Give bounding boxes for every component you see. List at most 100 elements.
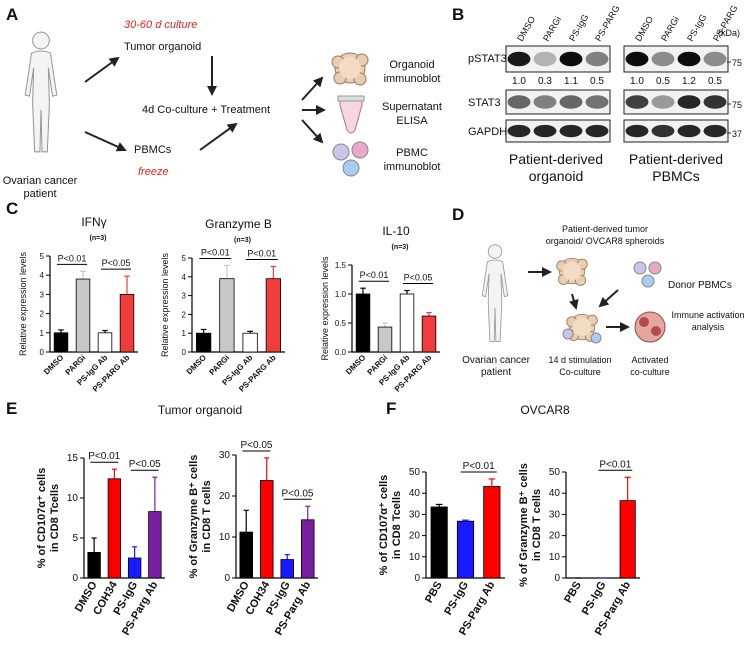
chart-title: IL-10 (382, 224, 410, 238)
label: 30-60 d culture (124, 19, 197, 31)
label: PBMCs (134, 144, 172, 156)
p-value: P<0.01 (247, 248, 276, 258)
blot-band (559, 124, 583, 138)
bar (259, 480, 274, 579)
cell-icon (648, 261, 662, 275)
y-tick-label: 5 (72, 533, 78, 544)
label: Tumor organoid (124, 41, 201, 53)
caption: PBMCs (652, 168, 699, 184)
y-tick-label: 3 (40, 290, 45, 299)
label: patient (481, 367, 511, 378)
patient-icon (481, 244, 509, 343)
bar (619, 500, 636, 579)
tube-icon (339, 99, 363, 134)
y-tick-label: 0.5 (335, 319, 347, 328)
p-value: P<0.05 (129, 459, 161, 470)
panel-letter: A (6, 5, 18, 24)
bar (355, 293, 371, 353)
label: Supernatant (382, 101, 442, 113)
patient-icon (24, 31, 58, 153)
x-tick-label: PBS (423, 580, 445, 606)
arrow (301, 119, 324, 144)
lane-label: PS-IgG (567, 12, 590, 43)
arrow (84, 56, 120, 83)
quant-label: 0.5 (656, 76, 670, 87)
quant-label: 1.2 (682, 76, 696, 87)
label: Patient-derived tumor (562, 224, 648, 234)
lane-label: DMSO (515, 15, 537, 43)
y-tick-label: 30 (549, 509, 561, 520)
lane-label: PS-PARG (593, 3, 622, 43)
lane-label: DMSO (633, 15, 655, 43)
row-label: STAT3 (468, 97, 501, 109)
bar (87, 552, 101, 579)
y-tick-label: 50 (549, 467, 561, 478)
blot-band (585, 124, 609, 138)
label: organoid/ OVCAR8 spheroids (546, 236, 665, 246)
bar (483, 486, 501, 579)
bar (75, 278, 91, 353)
x-tick-label: PBS (562, 580, 584, 606)
y-axis-label: in CD8 Tcells (391, 491, 403, 559)
bar (196, 332, 212, 353)
blot-band (651, 51, 675, 67)
y-axis-label: % of Granzyme B⁺ cells (518, 463, 530, 587)
p-value: P<0.01 (88, 451, 120, 462)
arrow (301, 76, 324, 101)
blot-band (533, 51, 557, 67)
row-label: GAPDH (468, 126, 507, 138)
blot-band (507, 95, 531, 109)
bar (107, 478, 122, 579)
y-tick-label: 30 (409, 509, 421, 520)
y-tick-label: 0 (182, 348, 187, 357)
label: Donor PBMCs (668, 280, 732, 291)
blot-band (677, 124, 701, 138)
cell-icon (351, 141, 369, 159)
bar (119, 293, 135, 353)
y-tick-label: 10 (409, 552, 421, 563)
blot-band (625, 124, 649, 138)
y-tick-label: 10 (67, 493, 79, 504)
arrow (598, 289, 619, 308)
panel-letter: E (6, 399, 17, 418)
label: PBMC (396, 147, 428, 159)
cell-icon (590, 332, 602, 344)
y-tick-label: 0 (40, 348, 45, 357)
blot-band (677, 95, 701, 109)
arrow (568, 293, 579, 310)
quant-label: 0.3 (538, 76, 552, 87)
y-tick-label: 10 (549, 552, 561, 563)
blot-band (585, 95, 609, 109)
y-axis-label: Relative expression levels (160, 252, 170, 357)
p-value: P<0.05 (102, 258, 131, 268)
blot-frame (505, 119, 611, 143)
blot-band (533, 124, 557, 138)
y-tick-label: 5 (182, 254, 187, 263)
blot-band (559, 51, 583, 67)
x-tick-label: DMSO (42, 353, 65, 376)
label: freeze (138, 166, 169, 178)
y-tick-label: 4 (40, 271, 45, 280)
lane-label: PARGi (541, 15, 563, 43)
caption: Patient-derived (509, 151, 603, 167)
cell-icon (342, 159, 360, 177)
bar (430, 506, 448, 579)
y-tick-label: 1 (40, 329, 45, 338)
note: (n=3) (90, 235, 107, 242)
blot-band (507, 124, 531, 138)
panel-letter: F (386, 399, 396, 418)
p-value: P<0.01 (463, 461, 495, 472)
blot-band (703, 51, 727, 67)
y-tick-label: 20 (409, 531, 421, 542)
chart-title: Granzyme B (205, 217, 272, 231)
row-label: pSTAT3 (468, 53, 507, 65)
bar (242, 332, 258, 353)
y-tick-label: 10 (219, 532, 231, 543)
x-tick-label: DMSO (344, 353, 367, 376)
quant-label: 1.0 (630, 76, 644, 87)
bar (280, 559, 295, 579)
panel-b: B (kDa) pSTAT3 STAT3 GAPDH 75 75 37 Pati… (452, 3, 742, 184)
y-tick-label: 20 (219, 491, 231, 502)
y-axis-label: Relative expression levels (18, 251, 28, 356)
panel-letter: B (452, 5, 464, 24)
